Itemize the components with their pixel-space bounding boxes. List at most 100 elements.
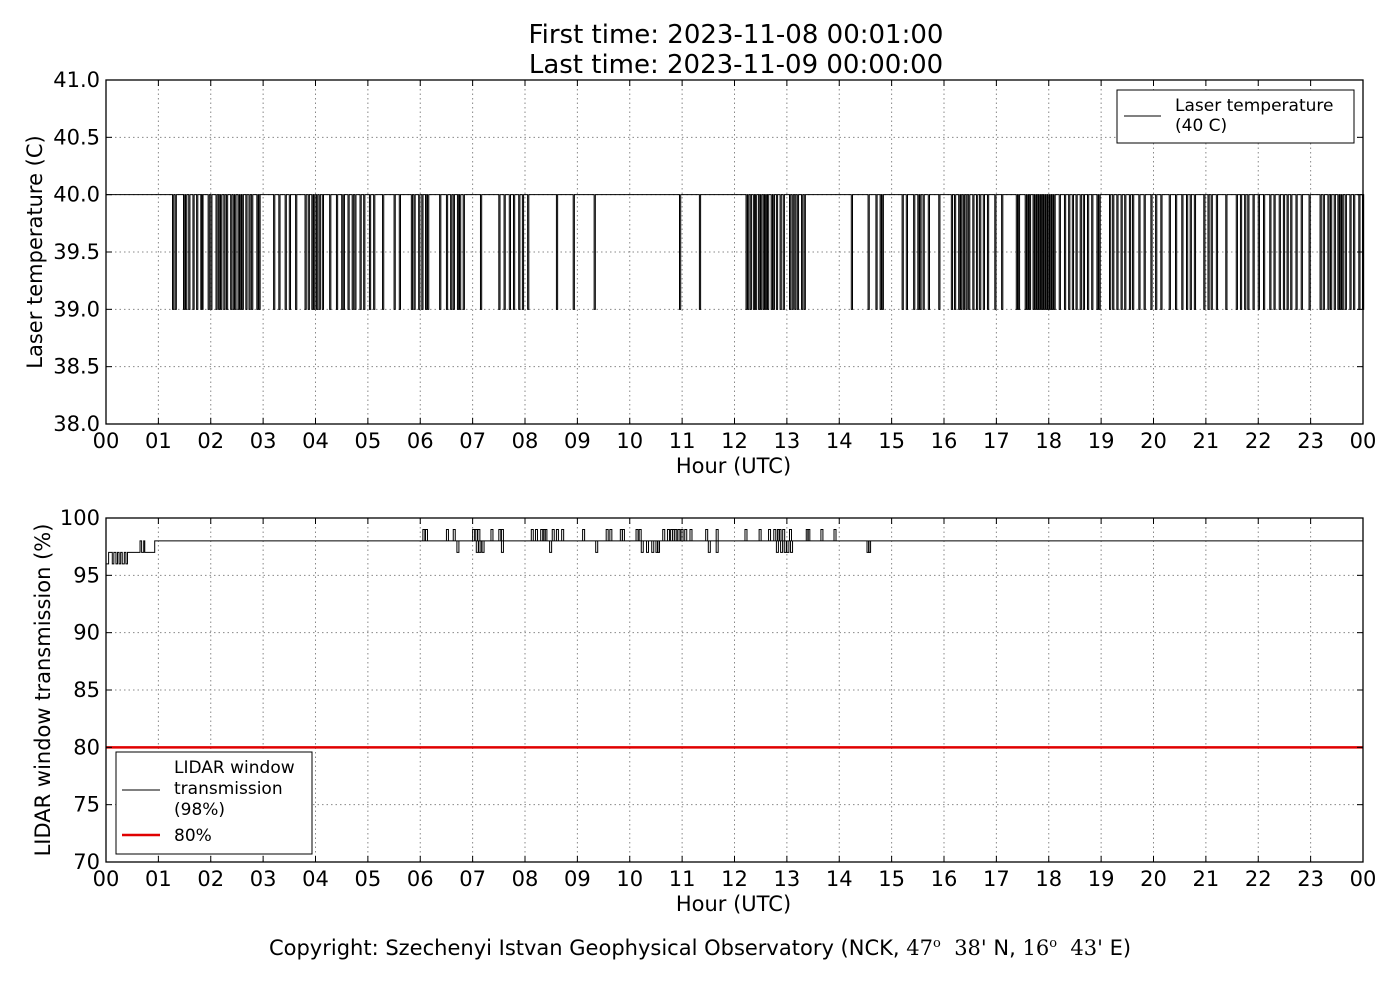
x-tick-label: 13 bbox=[774, 867, 801, 891]
transmission-down-spike bbox=[790, 540, 794, 553]
y-tick-label: 70 bbox=[73, 850, 100, 874]
transmission-up-spike bbox=[498, 528, 502, 541]
transmission-down-spike bbox=[478, 540, 482, 553]
x-tick-label: 07 bbox=[459, 867, 486, 891]
transmission-down-spike bbox=[595, 540, 599, 553]
x-tick-label: 00 bbox=[1350, 867, 1377, 891]
transmission-up-spike bbox=[500, 528, 504, 541]
transmission-line bbox=[106, 540, 1363, 565]
x-tick-label: 14 bbox=[826, 429, 853, 453]
transmission-up-spike bbox=[445, 528, 449, 541]
legend-label: (98%) bbox=[174, 800, 225, 820]
transmission-down-spike bbox=[475, 540, 479, 553]
y-tick-label: 40.0 bbox=[53, 183, 100, 207]
transmission-up-spike bbox=[544, 528, 548, 541]
transmission-up-spike bbox=[820, 528, 824, 541]
x-tick-label: 08 bbox=[512, 867, 539, 891]
legend-label: Laser temperature bbox=[1175, 96, 1333, 116]
x-tick-label: 16 bbox=[931, 429, 958, 453]
x-tick-label: 03 bbox=[250, 867, 277, 891]
x-tick-label: 12 bbox=[721, 867, 748, 891]
transmission-up-spike bbox=[768, 528, 772, 541]
y-tick-label: 38.5 bbox=[53, 355, 100, 379]
y-tick-label: 39.0 bbox=[53, 297, 100, 321]
copyright-text: Copyright: Szechenyi Istvan Geophysical … bbox=[268, 936, 900, 960]
x-tick-label: 00 bbox=[93, 429, 120, 453]
legend-box bbox=[115, 751, 313, 855]
transmission-up-spike bbox=[689, 528, 693, 541]
transmission-up-spike bbox=[452, 528, 456, 541]
x-tick-label: 15 bbox=[878, 429, 905, 453]
x-tick-label: 07 bbox=[459, 429, 486, 453]
transmission-up-spike bbox=[635, 528, 639, 541]
y-tick-label: 40.5 bbox=[53, 125, 100, 149]
x-tick-label: 19 bbox=[1088, 429, 1115, 453]
x-tick-label: 14 bbox=[826, 867, 853, 891]
latitude-hemisphere: N, bbox=[993, 936, 1016, 960]
transmission-up-spike bbox=[609, 528, 613, 541]
title-line-1: First time: 2023-11-08 00:01:00 bbox=[529, 20, 944, 50]
x-tick-label: 00 bbox=[1350, 429, 1377, 453]
latitude-minutes: 38' bbox=[954, 936, 987, 960]
y-tick-label: 38.0 bbox=[53, 412, 100, 436]
x-tick-label: 21 bbox=[1193, 867, 1220, 891]
transmission-up-spike bbox=[680, 528, 684, 541]
x-tick-label: 04 bbox=[302, 867, 329, 891]
x-axis-label: Hour (UTC) bbox=[676, 892, 791, 916]
transmission-down-spike bbox=[707, 540, 711, 553]
transmission-down-spike bbox=[481, 540, 485, 553]
x-tick-label: 08 bbox=[512, 429, 539, 453]
x-tick-label: 17 bbox=[983, 429, 1010, 453]
latitude-degrees: 47 bbox=[906, 936, 933, 960]
latitude-degree-mark: o bbox=[933, 936, 941, 951]
x-tick-label: 11 bbox=[669, 429, 696, 453]
transmission-up-spike bbox=[490, 528, 494, 541]
transmission-down-spike bbox=[868, 540, 872, 553]
x-tick-label: 13 bbox=[774, 429, 801, 453]
transmission-down-spike bbox=[549, 540, 553, 553]
title-line-2: Last time: 2023-11-09 00:00:00 bbox=[529, 50, 943, 80]
x-tick-label: 09 bbox=[564, 429, 591, 453]
x-tick-label: 04 bbox=[302, 429, 329, 453]
transmission-up-spike bbox=[677, 528, 681, 541]
transmission-up-spike bbox=[662, 528, 666, 541]
transmission-up-spike bbox=[551, 528, 555, 541]
x-tick-label: 10 bbox=[616, 429, 643, 453]
x-tick-label: 03 bbox=[250, 429, 277, 453]
longitude-hemisphere: E) bbox=[1109, 936, 1132, 960]
transmission-up-spike bbox=[758, 528, 762, 541]
y-axis-label: Laser temperature (C) bbox=[23, 135, 47, 368]
x-tick-label: 02 bbox=[197, 867, 224, 891]
legend-label: LIDAR window bbox=[174, 758, 295, 778]
transmission-down-spike bbox=[715, 540, 719, 553]
transmission-down-spike bbox=[657, 540, 661, 553]
x-tick-label: 01 bbox=[145, 429, 172, 453]
transmission-down-spike bbox=[646, 540, 650, 553]
transmission-down-spike bbox=[640, 540, 644, 553]
transmission-up-spike bbox=[474, 528, 478, 541]
transmission-up-spike bbox=[605, 528, 609, 541]
transmission-up-spike bbox=[540, 528, 544, 541]
transmission-up-spike bbox=[684, 528, 688, 541]
transmission-up-spike bbox=[666, 528, 670, 541]
x-tick-label: 20 bbox=[1140, 429, 1167, 453]
longitude-degrees: 16 bbox=[1022, 936, 1050, 960]
transmission-up-spike bbox=[582, 528, 586, 541]
x-tick-label: 00 bbox=[93, 867, 120, 891]
transmission-up-spike bbox=[638, 528, 642, 541]
y-tick-label: 85 bbox=[73, 678, 100, 702]
x-tick-label: 18 bbox=[1035, 429, 1062, 453]
x-axis-label: Hour (UTC) bbox=[676, 454, 791, 478]
x-tick-label: 16 bbox=[931, 867, 958, 891]
transmission-down-spike bbox=[456, 540, 460, 553]
x-tick-label: 10 bbox=[616, 867, 643, 891]
transmission-up-spike bbox=[778, 528, 782, 541]
x-tick-label: 18 bbox=[1035, 867, 1062, 891]
x-tick-label: 21 bbox=[1193, 429, 1220, 453]
transmission-up-spike bbox=[773, 528, 777, 541]
transmission-up-spike bbox=[788, 528, 792, 541]
x-tick-label: 01 bbox=[145, 867, 172, 891]
transmission-up-spike bbox=[705, 528, 709, 541]
